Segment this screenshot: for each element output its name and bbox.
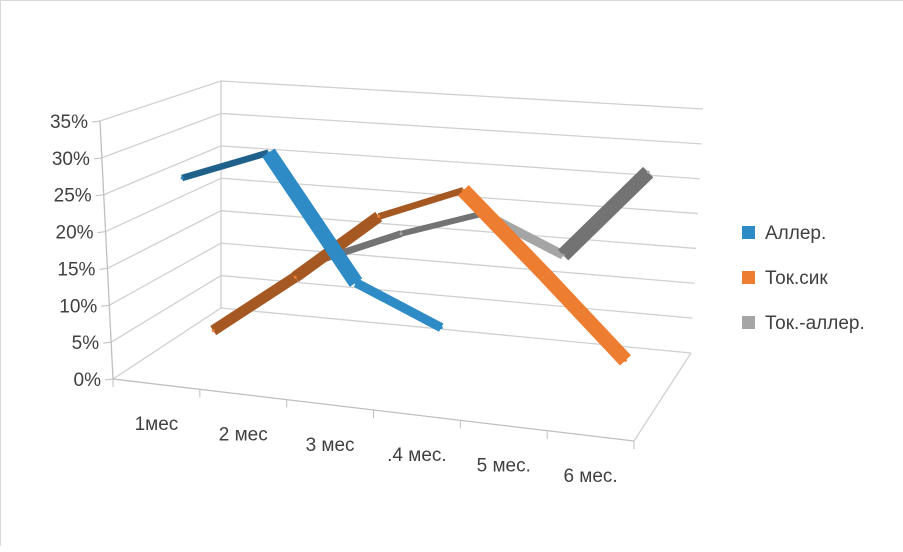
floor-right-edge xyxy=(633,352,692,442)
data-point xyxy=(354,281,358,285)
y-axis-ticks: 0% 5% 10% 15% 20% 25% 30% 35% xyxy=(50,112,101,391)
y-tick-label: 25% xyxy=(54,186,92,207)
x-tick-label: 6 мес. xyxy=(563,466,617,487)
data-point xyxy=(399,232,403,236)
y-tick-mark xyxy=(99,267,108,270)
data-point xyxy=(461,188,465,192)
gridline xyxy=(101,112,702,159)
data-point xyxy=(561,253,565,257)
data-point xyxy=(266,151,270,155)
y-tick-mark xyxy=(101,304,110,307)
gridline xyxy=(103,145,700,196)
series-segment xyxy=(377,187,465,220)
gridline xyxy=(108,242,695,306)
series-segment xyxy=(557,166,654,261)
y-tick-label: 5% xyxy=(72,333,100,354)
data-point xyxy=(646,170,650,174)
x-tick-label: 1мес xyxy=(135,414,179,435)
legend-label: Ток.сик xyxy=(765,268,828,289)
y-tick-mark xyxy=(95,194,104,197)
y-tick-mark xyxy=(91,120,101,123)
gridline xyxy=(99,80,704,122)
y-tick-label: 10% xyxy=(59,296,97,317)
y-tick-label: 15% xyxy=(57,259,95,280)
x-tick-label: 3 мес xyxy=(306,435,355,456)
legend-label: Аллер. xyxy=(765,223,826,244)
data-point xyxy=(623,358,627,362)
y-tick-mark xyxy=(93,157,102,160)
series-group xyxy=(180,148,654,366)
data-point xyxy=(180,176,184,180)
value-axis-line xyxy=(99,120,114,380)
data-point xyxy=(439,326,443,330)
x-tick-label: 5 мес. xyxy=(477,456,531,477)
data-point xyxy=(377,215,381,219)
y-tick-mark xyxy=(103,341,112,344)
legend-swatch xyxy=(742,226,755,239)
x-tick-label: 2 мес xyxy=(219,425,268,446)
series-segment xyxy=(539,270,631,366)
series-segment xyxy=(210,272,299,336)
series-segment xyxy=(181,149,270,182)
data-point xyxy=(293,275,297,279)
x-tick-label: .4 мес. xyxy=(387,445,447,466)
y-tick-mark xyxy=(97,231,106,234)
legend-swatch xyxy=(742,316,755,329)
series-segment xyxy=(262,148,363,287)
series-segment xyxy=(400,210,484,237)
data-point xyxy=(211,329,215,333)
series-segment xyxy=(457,185,551,281)
y-tick-label: 30% xyxy=(52,149,90,170)
series-segment xyxy=(353,278,444,332)
legend: Аллер. Ток.сик Ток.-аллер. xyxy=(742,223,865,334)
x-axis-ticks: 1мес 2 мес 3 мес .4 мес. 5 мес. 6 мес. xyxy=(112,379,635,487)
chart-walls xyxy=(91,80,704,442)
y-tick-label: 0% xyxy=(74,370,102,391)
legend-label: Ток.-аллер. xyxy=(765,313,865,334)
series-1 xyxy=(180,148,444,332)
y-tick-label: 20% xyxy=(56,223,94,244)
y-tick-mark xyxy=(104,378,114,381)
y-tick-label: 35% xyxy=(50,112,88,133)
data-point xyxy=(543,273,547,277)
legend-swatch xyxy=(742,271,755,284)
